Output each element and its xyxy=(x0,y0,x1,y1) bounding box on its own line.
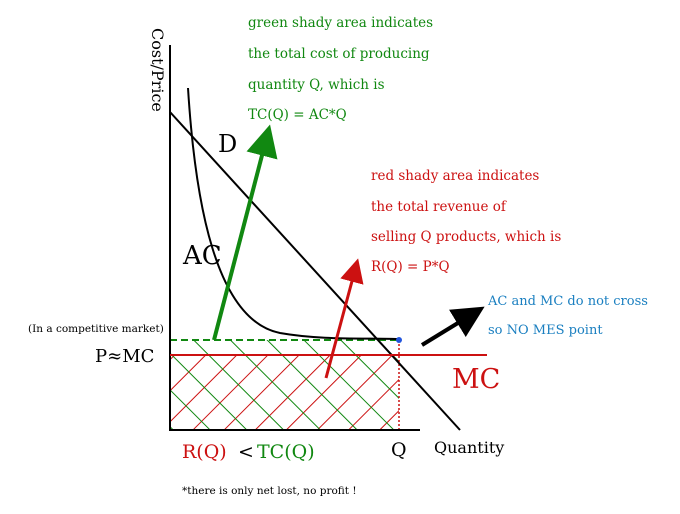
red-note-line-3: selling Q products, which is xyxy=(371,229,561,245)
demand-curve xyxy=(169,111,461,431)
demand-label: D xyxy=(218,130,237,158)
ac-label: AC xyxy=(182,241,222,271)
green-note-line-4: TC(Q) = AC*Q xyxy=(248,107,347,123)
ac-demand-point xyxy=(396,337,402,343)
q-label: Q xyxy=(391,439,407,461)
red-note-line-1: red shady area indicates xyxy=(371,168,539,184)
x-axis-label: Quantity xyxy=(434,438,504,457)
green-arrow xyxy=(212,124,278,341)
green-cost-area xyxy=(170,340,399,430)
less-than-label: < xyxy=(238,441,254,463)
footnote: *there is only net lost, no profit ! xyxy=(182,485,357,497)
red-arrow xyxy=(324,258,364,379)
red-note-line-2: the total revenue of xyxy=(371,199,507,215)
black-arrow xyxy=(420,306,485,347)
green-note-line-2: the total cost of producing xyxy=(248,46,430,62)
p-mc-label: P≈MC xyxy=(95,346,154,367)
rq-label: R(Q) xyxy=(182,441,227,463)
red-note-line-4: R(Q) = P*Q xyxy=(371,259,450,275)
mc-label: MC xyxy=(452,364,500,395)
blue-note-line-2: so NO MES point xyxy=(488,323,603,338)
y-axis-label: Cost/Price xyxy=(148,28,167,112)
green-note-line-1: green shady area indicates xyxy=(248,15,433,31)
tcq-label: TC(Q) xyxy=(257,441,315,463)
green-note-line-3: quantity Q, which is xyxy=(248,77,385,93)
market-note: (In a competitive market) xyxy=(28,323,164,335)
blue-note-line-1: AC and MC do not cross xyxy=(487,294,648,309)
ac-curve xyxy=(187,87,401,340)
